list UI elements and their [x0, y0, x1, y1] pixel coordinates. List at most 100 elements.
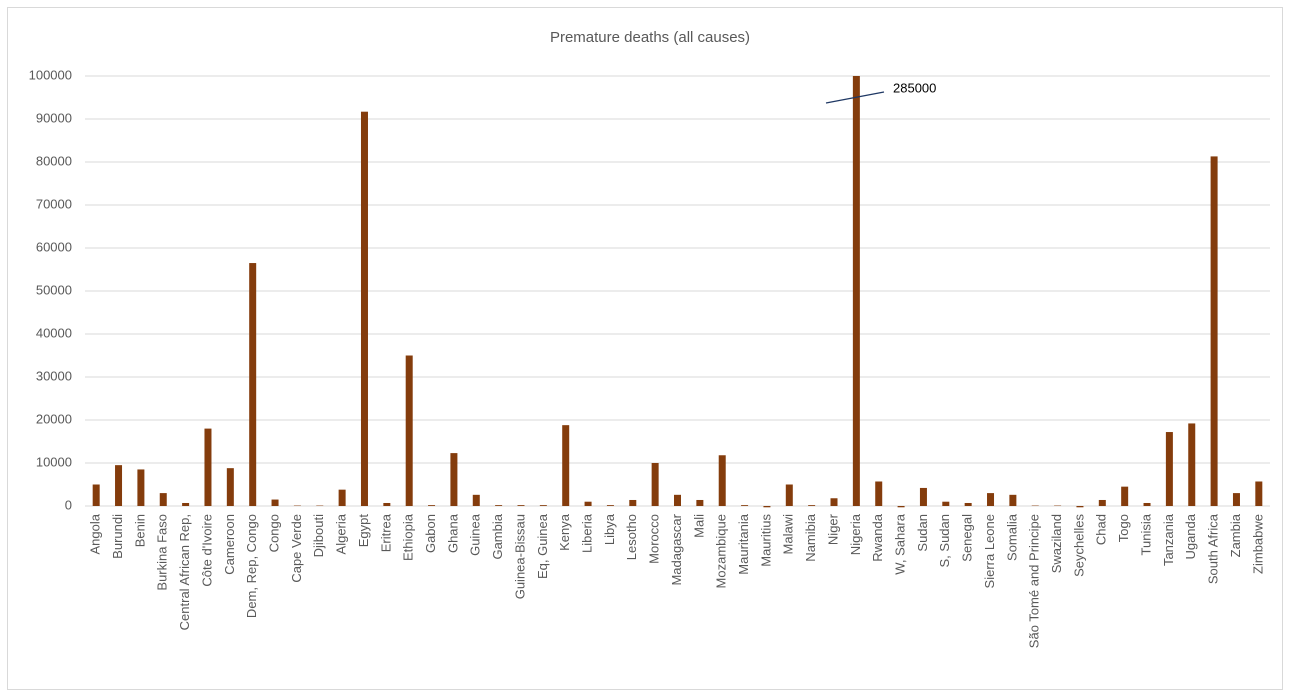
- x-tick-label: Chad: [1094, 514, 1109, 545]
- bar: [1076, 506, 1084, 508]
- bar: [137, 469, 145, 506]
- x-tick-label: Swaziland: [1049, 514, 1064, 573]
- x-tick-label: Djibouti: [311, 514, 326, 557]
- x-tick-label: Somalia: [1004, 513, 1019, 561]
- bar: [1255, 481, 1263, 506]
- bar: [897, 506, 905, 508]
- x-tick-label: Guinea-Bissau: [512, 514, 527, 599]
- bar: [92, 484, 100, 506]
- chart-border: [7, 7, 1283, 690]
- bar: [651, 463, 659, 506]
- bar: [405, 355, 413, 506]
- y-tick-label: 30000: [36, 368, 72, 383]
- x-tick-label: South Africa: [1206, 513, 1221, 584]
- x-tick-label: Nigeria: [848, 513, 863, 555]
- bar: [808, 505, 816, 506]
- bar: [360, 111, 368, 506]
- x-tick-label: Mauritius: [758, 514, 773, 567]
- x-tick-label: Senegal: [960, 514, 975, 562]
- x-tick-label: Liberia: [580, 513, 595, 553]
- x-tick-label: Kenya: [557, 513, 572, 551]
- x-tick-label: Sierra Leone: [982, 514, 997, 588]
- x-tick-label: S, Sudan: [937, 514, 952, 568]
- x-tick-label: Burkina Faso: [155, 514, 170, 591]
- bar: [383, 502, 391, 506]
- x-tick-label: Mozambique: [714, 514, 729, 588]
- bar: [539, 505, 547, 506]
- bar: [204, 428, 212, 506]
- x-tick-label: Côte d'Ivoire: [199, 514, 214, 587]
- bar: [182, 502, 190, 506]
- x-tick-label: Gabon: [423, 514, 438, 553]
- bar: [562, 425, 570, 506]
- bar: [226, 468, 234, 506]
- y-tick-label: 50000: [36, 282, 72, 297]
- bar: [584, 501, 592, 506]
- y-tick-label: 80000: [36, 153, 72, 168]
- x-tick-label: Namibia: [803, 513, 818, 561]
- x-tick-label: Burundi: [110, 514, 125, 559]
- x-tick-label: Mali: [691, 514, 706, 538]
- x-tick-label: Cameroon: [222, 514, 237, 575]
- bar: [606, 505, 614, 506]
- bar: [159, 493, 167, 506]
- bar: [1210, 156, 1218, 506]
- x-tick-label: Ethiopia: [401, 513, 416, 561]
- x-tick-label: São Tomé and Principe: [1027, 514, 1042, 648]
- bar: [942, 501, 950, 506]
- x-tick-label: Zambia: [1228, 513, 1243, 557]
- bar: [1009, 494, 1017, 506]
- x-tick-label: W, Sahara: [893, 513, 908, 574]
- bar: [271, 499, 279, 506]
- y-tick-label: 0: [65, 497, 72, 512]
- x-tick-label: Angola: [88, 513, 103, 554]
- bar: [472, 494, 480, 506]
- data-label: 285000: [893, 80, 936, 95]
- x-tick-label: Eritrea: [378, 513, 393, 552]
- bar: [1098, 499, 1106, 506]
- x-tick-label: Niger: [825, 513, 840, 545]
- bar: [1143, 502, 1151, 506]
- grid: [85, 75, 1270, 507]
- x-tick-label: Seychelles: [1071, 514, 1086, 577]
- x-tick-label: Uganda: [1183, 513, 1198, 559]
- x-tick-label: Sudan: [915, 514, 930, 552]
- bar: [115, 465, 123, 506]
- x-tick-label: Togo: [1116, 514, 1131, 542]
- x-tick-label: Zimbabwe: [1250, 514, 1265, 574]
- bar: [1188, 423, 1196, 506]
- x-tick-label: Egypt: [356, 514, 371, 548]
- y-tick-label: 90000: [36, 110, 72, 125]
- x-tick-label: Tanzania: [1161, 513, 1176, 566]
- bar: [1165, 432, 1173, 506]
- bar: [428, 505, 436, 506]
- x-tick-label: Malawi: [781, 514, 796, 555]
- bar: [919, 487, 927, 506]
- x-tick-label: Libya: [602, 513, 617, 545]
- bar: [629, 499, 637, 506]
- bar: [696, 499, 704, 506]
- bar: [495, 505, 503, 506]
- x-tick-label: Guinea: [468, 513, 483, 556]
- x-tick-label: Central African Rep,: [177, 514, 192, 630]
- x-tick-label: Cape Verde: [289, 514, 304, 583]
- y-tick-label: 100000: [29, 67, 72, 82]
- y-tick-label: 70000: [36, 196, 72, 211]
- y-tick-label: 60000: [36, 239, 72, 254]
- y-tick-label: 20000: [36, 411, 72, 426]
- x-tick-label: Benin: [132, 514, 147, 547]
- bar: [1232, 493, 1240, 506]
- bar: [987, 493, 995, 506]
- bar: [1121, 486, 1129, 506]
- x-tick-label: Algeria: [334, 513, 349, 554]
- x-tick-label: Dem, Rep, Congo: [244, 514, 259, 618]
- y-tick-label: 10000: [36, 454, 72, 469]
- x-tick-label: Rwanda: [870, 513, 885, 561]
- bar: [830, 498, 838, 506]
- bar: [249, 263, 257, 506]
- x-tick-label: Mauritania: [736, 513, 751, 574]
- bar: [785, 484, 793, 506]
- bar: [852, 76, 860, 506]
- y-tick-label: 40000: [36, 325, 72, 340]
